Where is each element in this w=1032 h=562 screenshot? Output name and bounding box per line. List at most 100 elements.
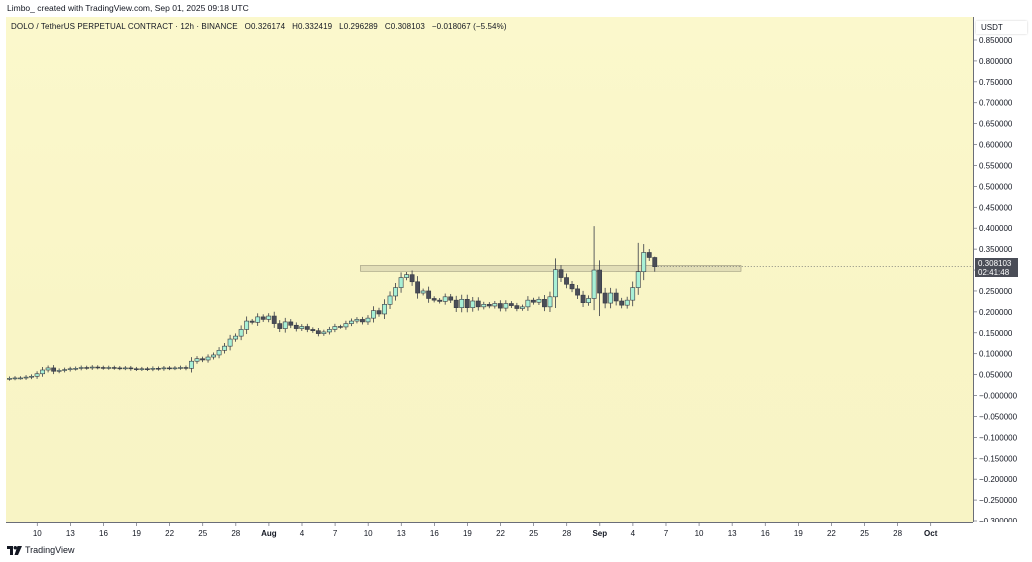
candle[interactable] xyxy=(503,300,509,312)
candle[interactable] xyxy=(354,317,360,324)
candle[interactable] xyxy=(100,365,106,370)
candle[interactable] xyxy=(89,365,95,370)
candle[interactable] xyxy=(558,265,564,283)
candle[interactable] xyxy=(497,300,503,312)
candle[interactable] xyxy=(580,290,586,307)
candle[interactable] xyxy=(238,325,244,341)
candle[interactable] xyxy=(56,368,62,374)
candle[interactable] xyxy=(564,273,569,289)
candle[interactable] xyxy=(95,365,101,370)
candle[interactable] xyxy=(371,306,376,323)
candle[interactable] xyxy=(255,313,261,326)
candle[interactable] xyxy=(222,343,227,354)
candle[interactable] xyxy=(260,314,266,322)
candle[interactable] xyxy=(45,365,51,373)
candle[interactable] xyxy=(282,317,288,333)
candle[interactable] xyxy=(514,302,520,312)
candle[interactable] xyxy=(293,322,299,332)
resistance-zone[interactable] xyxy=(360,265,742,272)
candle[interactable] xyxy=(84,365,90,370)
candle[interactable] xyxy=(167,366,172,371)
candle[interactable] xyxy=(387,291,393,309)
candle[interactable] xyxy=(67,366,73,372)
candle[interactable] xyxy=(475,297,481,311)
candle[interactable] xyxy=(431,296,437,303)
candle[interactable] xyxy=(393,283,398,301)
candle[interactable] xyxy=(470,296,476,312)
candle[interactable] xyxy=(244,316,250,335)
candle[interactable] xyxy=(73,366,79,371)
candle[interactable] xyxy=(553,258,558,309)
candle[interactable] xyxy=(547,291,553,313)
candle[interactable] xyxy=(172,366,178,371)
legend-symbol[interactable]: DOLO / TetherUS PERPETUAL CONTRACT · 12h… xyxy=(11,22,238,31)
candle[interactable] xyxy=(326,326,332,335)
candle[interactable] xyxy=(62,367,68,373)
candle[interactable] xyxy=(641,244,647,281)
candle[interactable] xyxy=(227,334,233,351)
candle[interactable] xyxy=(437,298,443,304)
candle[interactable] xyxy=(492,300,498,309)
candle[interactable] xyxy=(117,366,123,371)
candle[interactable] xyxy=(178,365,183,370)
candle[interactable] xyxy=(630,281,636,307)
candle[interactable] xyxy=(51,365,57,375)
candle[interactable] xyxy=(426,286,432,303)
candle[interactable] xyxy=(536,296,542,305)
candle[interactable] xyxy=(321,329,327,336)
candle[interactable] xyxy=(448,293,454,304)
candle[interactable] xyxy=(249,318,255,325)
candle[interactable] xyxy=(409,270,415,286)
candle[interactable] xyxy=(183,365,189,371)
candle[interactable] xyxy=(420,288,426,296)
chart-plot-area[interactable] xyxy=(6,17,973,522)
candle[interactable] xyxy=(519,304,525,311)
candle[interactable] xyxy=(442,293,448,305)
candle[interactable] xyxy=(508,301,514,309)
candle[interactable] xyxy=(277,320,283,333)
candle[interactable] xyxy=(365,315,371,325)
candle[interactable] xyxy=(304,323,310,333)
candle[interactable] xyxy=(398,272,404,293)
candle[interactable] xyxy=(376,307,382,317)
candle[interactable] xyxy=(216,347,222,359)
chart-canvas[interactable] xyxy=(6,17,973,522)
candle[interactable] xyxy=(78,365,84,371)
candle[interactable] xyxy=(453,295,459,312)
candle[interactable] xyxy=(415,276,421,299)
candle[interactable] xyxy=(12,376,18,381)
candle[interactable] xyxy=(481,301,487,310)
candle[interactable] xyxy=(624,296,630,309)
candle[interactable] xyxy=(299,324,305,332)
candle[interactable] xyxy=(337,324,343,329)
candle[interactable] xyxy=(619,297,625,309)
candle[interactable] xyxy=(575,284,580,300)
candle[interactable] xyxy=(34,371,40,379)
candle[interactable] xyxy=(29,374,34,380)
candle[interactable] xyxy=(310,327,316,333)
candle[interactable] xyxy=(211,352,216,360)
candle[interactable] xyxy=(360,316,365,325)
candle[interactable] xyxy=(161,365,167,371)
candle[interactable] xyxy=(144,366,150,371)
candle[interactable] xyxy=(271,311,277,328)
candle[interactable] xyxy=(233,333,239,342)
candle[interactable] xyxy=(382,299,387,320)
candle[interactable] xyxy=(349,318,354,327)
candle[interactable] xyxy=(122,366,128,371)
candle[interactable] xyxy=(343,320,349,330)
candle[interactable] xyxy=(200,356,205,363)
candle[interactable] xyxy=(40,367,45,377)
candle[interactable] xyxy=(531,297,536,305)
candle[interactable] xyxy=(586,295,591,306)
candle[interactable] xyxy=(602,287,608,309)
candle[interactable] xyxy=(597,260,603,317)
candle[interactable] xyxy=(404,271,409,281)
candle[interactable] xyxy=(194,356,200,364)
candle[interactable] xyxy=(315,327,321,337)
candle[interactable] xyxy=(542,295,547,312)
candle[interactable] xyxy=(23,375,29,380)
candle[interactable] xyxy=(7,376,12,381)
candle[interactable] xyxy=(156,366,161,371)
candle[interactable] xyxy=(591,226,597,311)
